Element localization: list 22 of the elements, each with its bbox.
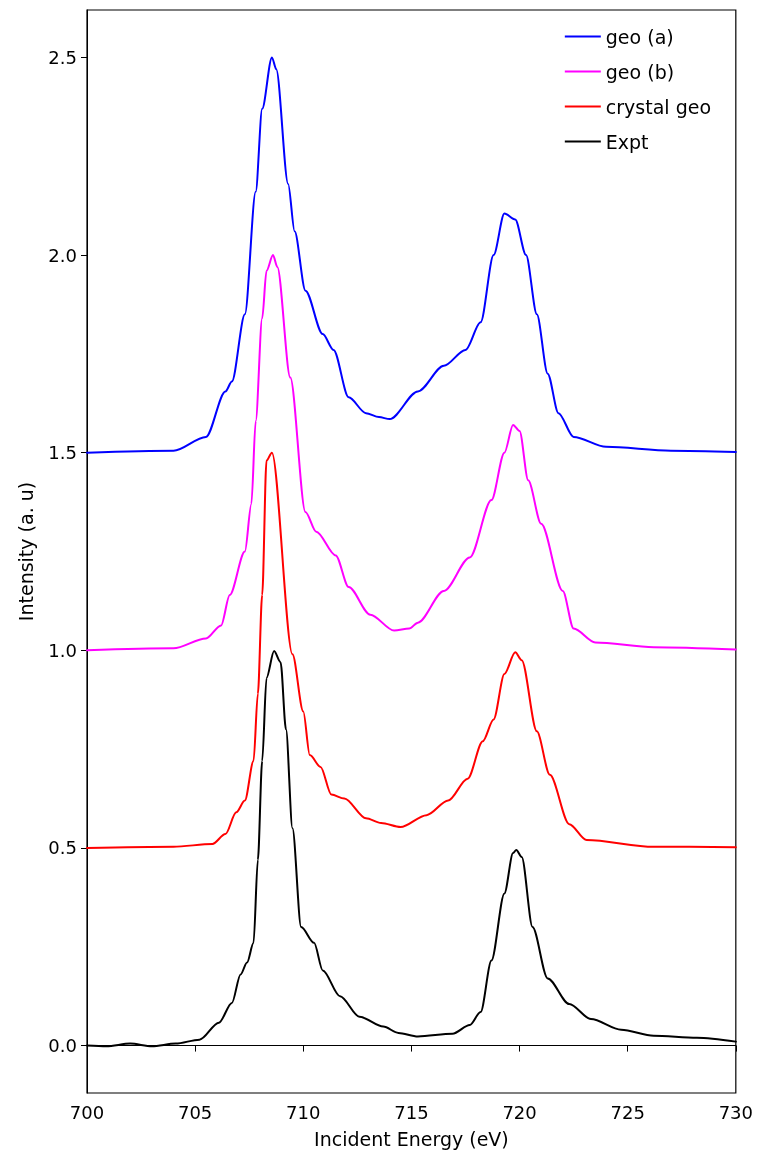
legend-label: Expt xyxy=(605,130,649,153)
legend-label: geo (b) xyxy=(605,60,675,83)
x-tick-label: 730 xyxy=(718,1101,753,1123)
line-series xyxy=(86,451,737,849)
x-tick-label: 720 xyxy=(502,1101,537,1123)
y-tick-label: 0.0 xyxy=(48,1035,77,1057)
y-tick-label: 2.0 xyxy=(48,244,77,266)
legend-label: geo (a) xyxy=(605,25,674,48)
x-tick-label: 710 xyxy=(286,1101,321,1123)
x-tick-label: 700 xyxy=(69,1101,105,1123)
x-axis-title: Incident Energy (eV) xyxy=(314,1127,509,1150)
y-tick-label: 0.5 xyxy=(48,837,77,859)
x-tick-label: 705 xyxy=(177,1101,213,1123)
x-tick-label: 715 xyxy=(394,1101,429,1123)
legend-label: crystal geo xyxy=(605,95,711,118)
line-series xyxy=(86,56,737,454)
y-tick-label: 1.0 xyxy=(48,639,77,661)
y-tick-label: 1.5 xyxy=(48,442,77,464)
line-series xyxy=(86,254,737,652)
y-tick-label: 2.5 xyxy=(48,46,77,68)
y-axis-title: Intensity (a. u) xyxy=(14,481,37,622)
x-tick-label: 725 xyxy=(610,1101,645,1123)
